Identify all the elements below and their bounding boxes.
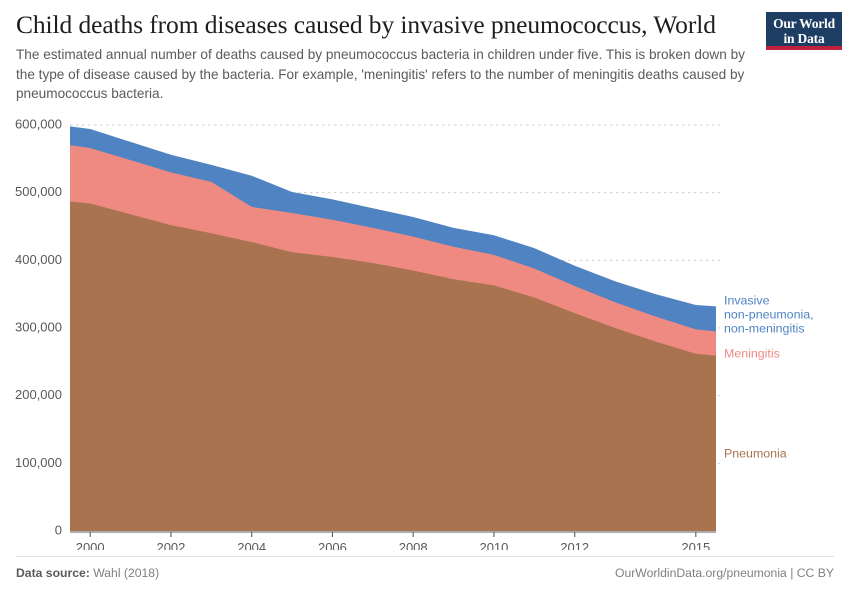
y-axis-tick-label: 0 [55, 522, 62, 537]
series-label: Pneumonia [724, 446, 787, 460]
chart-footer: Data source: Wahl (2018) OurWorldinData.… [16, 566, 834, 588]
x-axis-tick-label: 2012 [560, 540, 589, 550]
owid-logo-line1: Our World [773, 16, 835, 31]
y-axis-labels: 0 100,000 200,000 300,000 400,000 500,000 600,… [15, 116, 62, 537]
x-axis-tick-label: 2006 [318, 540, 347, 550]
data-source-label: Data source: [16, 566, 90, 580]
chart-header: Child deaths from diseases caused by inv… [16, 10, 756, 103]
y-axis-tick-label: 100,000 [15, 455, 62, 470]
y-axis-tick-label: 300,000 [15, 319, 62, 334]
y-axis-tick-label: 400,000 [15, 252, 62, 267]
x-axis-tick-label: 2002 [156, 540, 185, 550]
x-axis-tick-label: 2004 [237, 540, 266, 550]
series-label: non-meningitis [724, 321, 805, 335]
y-axis-tick-label: 500,000 [15, 184, 62, 199]
series-label: Invasive [724, 293, 770, 307]
series-label: Meningitis [724, 346, 780, 360]
owid-logo[interactable]: Our World in Data [766, 12, 842, 51]
page-title: Child deaths from diseases caused by inv… [16, 10, 716, 39]
stacked-area-chart: 0 100,000 200,000 300,000 400,000 500,000 600,… [15, 116, 814, 550]
x-axis-tick-label: 2008 [399, 540, 428, 550]
x-axis-tick-label: 2015 [681, 540, 710, 550]
series-label: non-pneumonia, [724, 307, 814, 321]
chart-subtitle: The estimated annual number of deaths ca… [16, 47, 745, 101]
footer-divider [16, 556, 834, 557]
owid-logo-line2: in Data [783, 30, 825, 46]
data-source: Data source: Wahl (2018) [16, 566, 159, 580]
area-series [70, 201, 716, 532]
x-axis-tick-label: 2000 [76, 540, 105, 550]
series-areas [70, 126, 716, 532]
x-axis-tick-label: 2010 [479, 540, 508, 550]
y-axis-tick-label: 200,000 [15, 387, 62, 402]
x-axis: 2000 2002 2004 2006 2008 2010 2012 2015 [70, 531, 716, 550]
chart-area: 0 100,000 200,000 300,000 400,000 500,000 600,… [0, 110, 850, 550]
y-axis-tick-label: 600,000 [15, 116, 62, 131]
data-source-value: Wahl (2018) [93, 566, 160, 580]
attribution-link[interactable]: OurWorldinData.org/pneumonia | CC BY [614, 566, 834, 580]
